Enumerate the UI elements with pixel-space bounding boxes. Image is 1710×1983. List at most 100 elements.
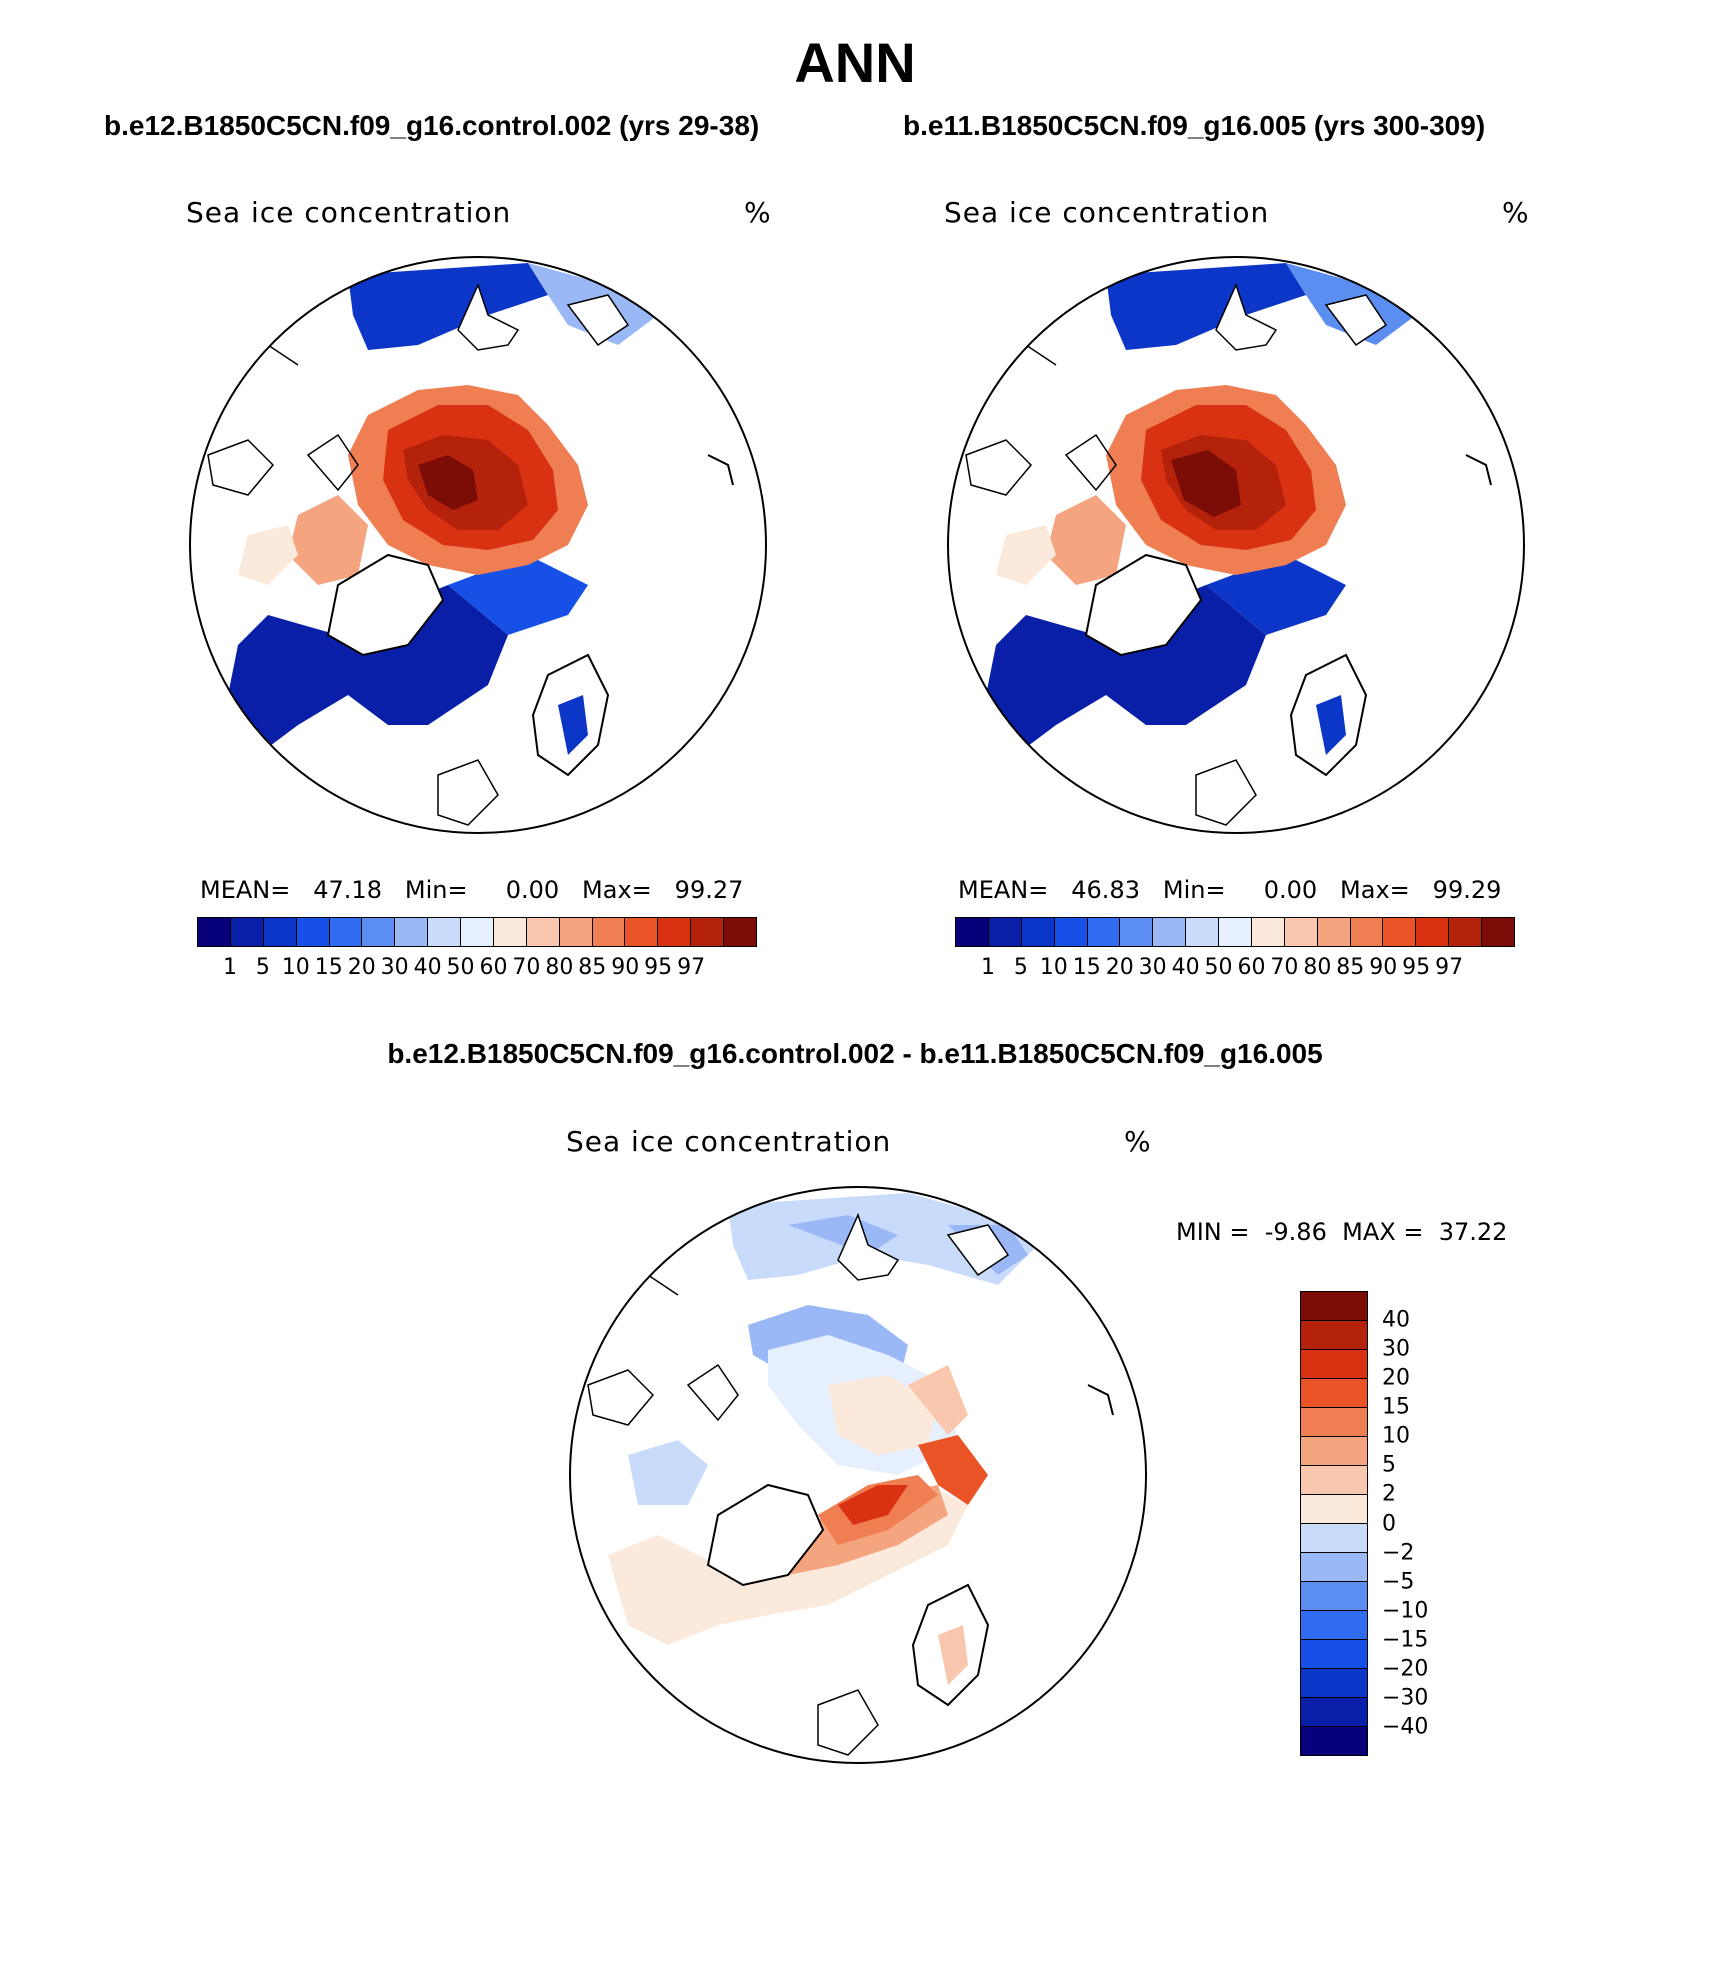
right-colorbar-tick-label: 15 — [1072, 955, 1101, 980]
diff-colorbar-tick-label: 2 — [1382, 1481, 1396, 1507]
greenland — [326, 553, 445, 657]
diff-units-label: % — [1124, 1125, 1152, 1158]
diff-colorbar-swatch — [1301, 1523, 1367, 1552]
right-mean-value: 46.83 — [1071, 876, 1140, 904]
right-max-label: Max= — [1340, 876, 1410, 904]
left-colorbar-swatch — [295, 918, 329, 946]
right-colorbar-swatch — [1086, 918, 1120, 946]
right-colorbar-swatch — [1185, 918, 1218, 946]
diff-title: b.e12.B1850C5CN.f09_g16.control.002 - b.… — [387, 1038, 1323, 1069]
diff-colorbar-swatch — [1301, 1581, 1367, 1610]
left-variable-label: Sea ice concentration — [186, 196, 512, 229]
right-colorbar — [955, 917, 1515, 947]
left-colorbar-swatch — [328, 918, 362, 946]
right-polar-map — [947, 256, 1525, 834]
diff-colorbar — [1300, 1291, 1368, 1756]
diff-colorbar-swatch — [1301, 1349, 1367, 1378]
low-ice-band — [348, 263, 548, 350]
right-colorbar-swatch — [1415, 918, 1449, 946]
diff-colorbar-tick-label: −30 — [1382, 1685, 1429, 1711]
right-colorbar-tick-label: 80 — [1303, 955, 1332, 980]
left-colorbar-swatch — [394, 918, 428, 946]
left-colorbar-swatch — [262, 918, 296, 946]
right-min-label: Min= — [1162, 876, 1226, 904]
diff-min-label: MIN = — [1176, 1218, 1250, 1246]
right-mean-label: MEAN= — [958, 876, 1049, 904]
left-mean-value: 47.18 — [313, 876, 382, 904]
left-colorbar-tick-label: 15 — [314, 955, 343, 980]
right-colorbar-tick-label: 70 — [1270, 955, 1299, 980]
diff-colorbar-swatch — [1301, 1436, 1367, 1465]
diff-max-value: 37.22 — [1438, 1218, 1508, 1246]
diff-colorbar-swatch — [1301, 1320, 1367, 1349]
left-polar-map — [189, 256, 767, 834]
right-colorbar-swatch — [1349, 918, 1383, 946]
left-colorbar-tick-label: 40 — [413, 955, 442, 980]
diff-colorbar-swatch — [1301, 1726, 1367, 1755]
diff-min-value: -9.86 — [1264, 1218, 1327, 1246]
diff-colorbar-swatch — [1301, 1668, 1367, 1697]
diff-colorbar-swatch — [1301, 1494, 1367, 1523]
diff-colorbar-swatch — [1301, 1465, 1367, 1494]
diff-colorbar-swatch — [1301, 1407, 1367, 1436]
right-colorbar-swatch — [1020, 918, 1054, 946]
right-colorbar-swatch — [1152, 918, 1186, 946]
right-colorbar-tick-label: 85 — [1336, 955, 1365, 980]
diff-max-label: MAX = — [1342, 1218, 1424, 1246]
diff-colorbar-tick-label: 15 — [1382, 1394, 1410, 1420]
diff-colorbar-tick-label: −20 — [1382, 1656, 1429, 1682]
diff-colorbar-tick-label: 0 — [1382, 1511, 1396, 1536]
right-colorbar-tick-label: 5 — [1013, 955, 1028, 980]
right-colorbar-swatch — [1481, 918, 1514, 946]
left-colorbar-tick-label: 20 — [347, 955, 376, 980]
left-colorbar — [197, 917, 757, 947]
right-colorbar-swatch — [1119, 918, 1153, 946]
diff-colorbar-swatch — [1301, 1610, 1367, 1639]
left-colorbar-swatch — [591, 918, 625, 946]
left-colorbar-swatch — [198, 918, 230, 946]
diff-colorbar-tick-label: −15 — [1382, 1627, 1429, 1653]
left-colorbar-tick-label: 97 — [677, 955, 706, 980]
diff-colorbar-tick-label: −10 — [1382, 1598, 1429, 1624]
diff-colorbar-tick-label: 10 — [1382, 1423, 1410, 1449]
left-units-label: % — [744, 196, 772, 229]
right-colorbar-swatch — [1283, 918, 1317, 946]
right-case-title: b.e11.B1850C5CN.f09_g16.005 (yrs 300-309… — [903, 110, 1486, 141]
right-colorbar-tick-label: 20 — [1105, 955, 1134, 980]
left-colorbar-swatch — [492, 918, 526, 946]
left-colorbar-swatch — [657, 918, 691, 946]
diff-colorbar-tick-label: 40 — [1382, 1307, 1410, 1333]
diff-colorbar-ticks: 40 30 20 15 10 5 2 0 −2 −5 −10 −15 −20 −30 −40 — [1382, 1291, 1502, 1756]
right-colorbar-swatch — [956, 918, 988, 946]
right-colorbar-swatch — [1250, 918, 1284, 946]
diff-colorbar-tick-label: −40 — [1382, 1714, 1429, 1740]
left-mean-label: MEAN= — [200, 876, 291, 904]
left-colorbar-tick-label: 10 — [281, 955, 310, 980]
left-case-title: b.e12.B1850C5CN.f09_g16.control.002 (yrs… — [104, 110, 760, 141]
left-colorbar-tick-label: 95 — [644, 955, 673, 980]
left-colorbar-swatch — [558, 918, 592, 946]
right-colorbar-tick-label: 90 — [1369, 955, 1398, 980]
right-colorbar-ticks: 1 5 10 15 20 30 40 50 60 70 80 85 90 95 97 — [955, 955, 1515, 985]
diff-colorbar-tick-label: 5 — [1382, 1452, 1396, 1478]
left-colorbar-tick-label: 85 — [578, 955, 607, 980]
diff-colorbar-swatch — [1301, 1292, 1367, 1320]
right-colorbar-swatch — [987, 918, 1021, 946]
left-colorbar-tick-label: 50 — [446, 955, 475, 980]
left-colorbar-swatch — [723, 918, 756, 946]
left-colorbar-swatch — [460, 918, 493, 946]
left-colorbar-swatch — [525, 918, 559, 946]
left-colorbar-tick-label: 70 — [512, 955, 541, 980]
right-colorbar-tick-label: 97 — [1435, 955, 1464, 980]
right-colorbar-swatch — [1218, 918, 1251, 946]
right-colorbar-tick-label: 30 — [1138, 955, 1167, 980]
right-variable-label: Sea ice concentration — [944, 196, 1270, 229]
right-colorbar-swatch — [1448, 918, 1481, 946]
diff-colorbar-swatch — [1301, 1552, 1367, 1581]
diff-colorbar-swatch — [1301, 1697, 1367, 1726]
left-colorbar-swatch — [361, 918, 395, 946]
right-units-label: % — [1502, 196, 1530, 229]
left-colorbar-swatch — [427, 918, 460, 946]
figure-title: ANN — [794, 31, 916, 94]
left-colorbar-swatch — [624, 918, 658, 946]
